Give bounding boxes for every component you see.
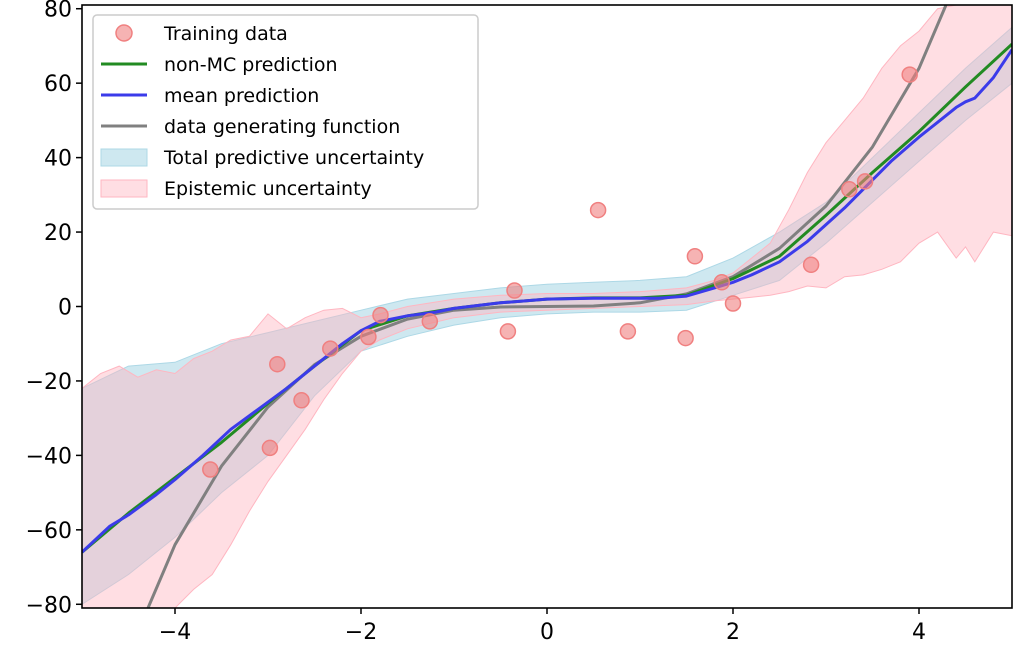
legend-label-epistemic-uncertainty: Epistemic uncertainty	[164, 178, 372, 200]
legend-box	[92, 14, 479, 210]
legend-patch-epistemic-uncertainty	[100, 179, 148, 198]
training-point	[686, 248, 704, 265]
training-point	[293, 392, 310, 409]
training-point	[724, 295, 742, 312]
x-tick-label: −2	[345, 620, 377, 645]
training-point	[713, 274, 731, 291]
y-tick-label: 20	[44, 221, 72, 246]
legend-marker-training	[115, 24, 133, 42]
legend: Training data non-MC prediction mean pre…	[92, 14, 479, 210]
line-data-generating-function	[146, 5, 948, 608]
legend-patch-total-uncertainty	[100, 148, 148, 167]
y-tick-label: −40	[26, 444, 72, 469]
x-tick-label: 2	[726, 620, 740, 645]
y-tick-label: −20	[26, 370, 72, 395]
legend-label-training: Training data	[163, 23, 288, 45]
training-point	[589, 201, 607, 219]
x-tick-label: 0	[540, 620, 554, 645]
training-point	[322, 340, 339, 357]
training-point	[360, 328, 377, 346]
training-point	[499, 323, 517, 340]
y-tick-label: 0	[58, 296, 72, 321]
y-tick-label: 40	[44, 147, 72, 172]
line-mean-prediction	[82, 48, 1012, 554]
legend-label-true-function: data generating function	[164, 116, 400, 138]
training-point	[506, 282, 523, 299]
training-point	[202, 461, 219, 478]
y-tick-label: 60	[44, 72, 72, 97]
training-point	[677, 329, 694, 347]
legend-label-mean: mean prediction	[164, 85, 319, 107]
y-tick-label: −60	[26, 519, 72, 544]
training-point	[421, 313, 439, 330]
legend-label-total-uncertainty: Total predictive uncertainty	[163, 147, 424, 169]
training-point	[269, 355, 286, 373]
training-point	[261, 439, 279, 457]
training-points	[202, 66, 918, 478]
training-point	[856, 173, 874, 190]
training-point	[841, 181, 858, 198]
x-tick-label: 4	[912, 620, 926, 645]
legend-label-non-mc: non-MC prediction	[164, 54, 338, 76]
x-tick-label: −4	[159, 620, 191, 645]
training-point	[802, 256, 820, 274]
training-point	[901, 66, 918, 83]
y-tick-label: 80	[44, 0, 72, 23]
training-point	[619, 323, 637, 340]
training-point	[372, 306, 389, 324]
y-tick-label: −80	[26, 593, 72, 618]
